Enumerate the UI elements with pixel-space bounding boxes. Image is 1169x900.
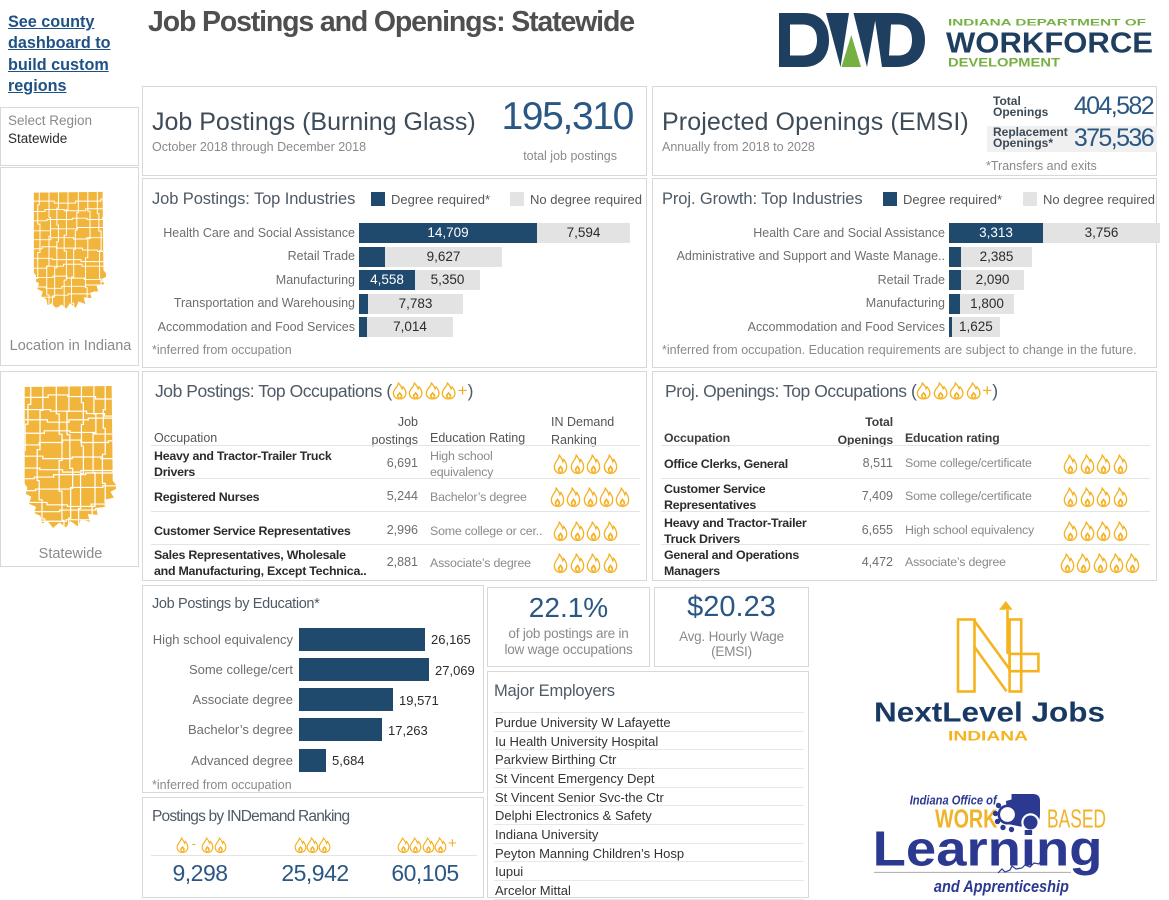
svg-text:WORK: WORK — [935, 803, 998, 833]
svg-text:BASED: BASED — [1047, 803, 1106, 833]
svg-text:INDIANA: INDIANA — [948, 728, 1028, 744]
svg-text:Learning: Learning — [873, 822, 1103, 876]
svg-text:Indiana Office of: Indiana Office of — [910, 794, 999, 808]
svg-text:INDIANA DEPARTMENT OF: INDIANA DEPARTMENT OF — [948, 18, 1146, 29]
svg-text:NextLevel Jobs: NextLevel Jobs — [874, 697, 1105, 728]
svg-text:WORKFORCE: WORKFORCE — [946, 28, 1153, 60]
svg-text:DEVELOPMENT: DEVELOPMENT — [948, 58, 1060, 70]
svg-text:and Apprenticeship: and Apprenticeship — [934, 877, 1069, 896]
